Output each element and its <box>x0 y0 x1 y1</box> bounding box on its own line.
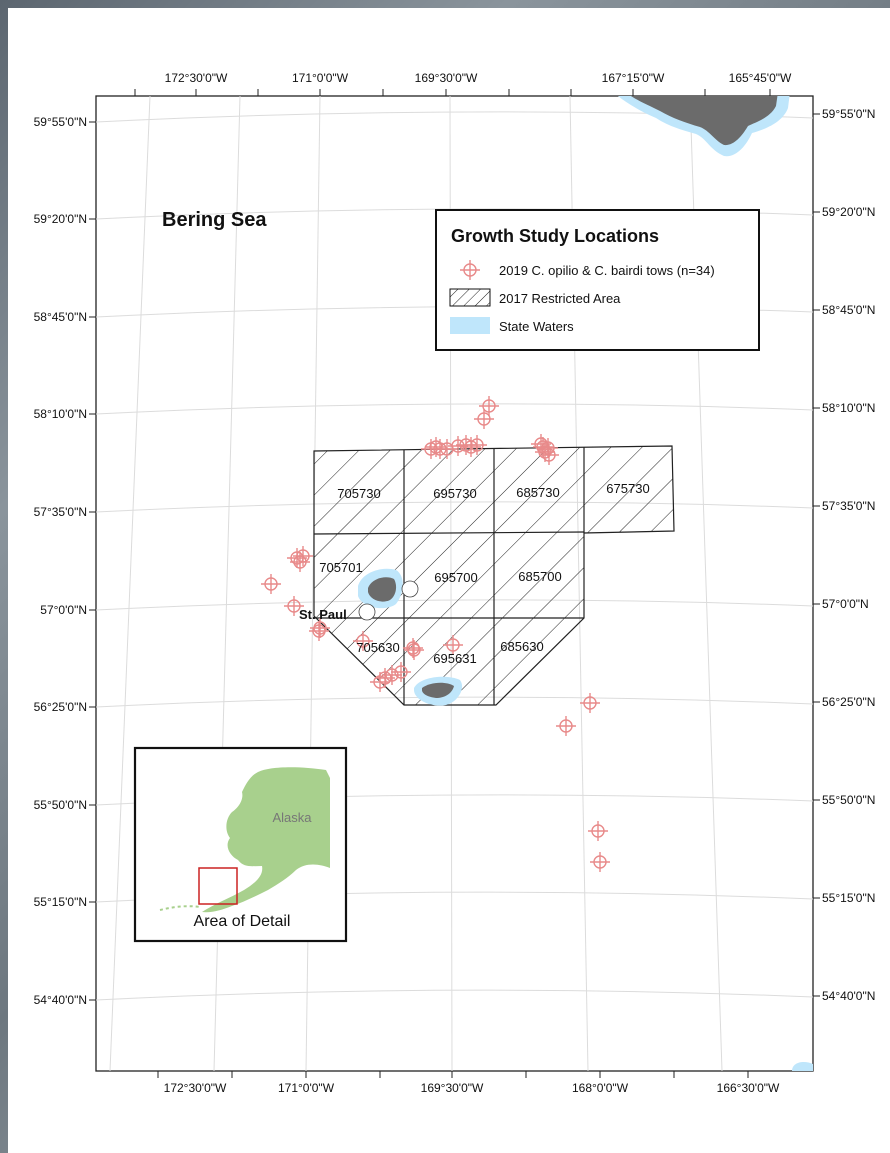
tow-marker <box>588 821 608 841</box>
axis-ticks <box>89 89 820 1078</box>
left-lat-label: 56°25'0"N <box>34 700 87 714</box>
cell-label: 695631 <box>433 651 476 666</box>
tow-marker <box>403 638 423 658</box>
cell-label: 685700 <box>518 569 561 584</box>
left-lat-label: 59°20'0"N <box>34 212 87 226</box>
tow-marker <box>370 672 390 692</box>
cell-label: 705730 <box>337 486 380 501</box>
left-lat-label: 54°40'0"N <box>34 993 87 1007</box>
legend-item-tows: 2019 C. opilio & C. bairdi tows (n=34) <box>499 263 715 278</box>
left-lat-label: 58°10'0"N <box>34 407 87 421</box>
tow-marker <box>556 716 576 736</box>
tow-marker <box>353 631 373 651</box>
tow-marker-icon <box>460 260 480 280</box>
tow-marker <box>443 635 463 655</box>
tow-marker <box>539 445 559 465</box>
state-waters-swatch-icon <box>450 317 490 334</box>
bottom-lon-label: 169°30'0"W <box>421 1081 484 1095</box>
bottom-lon-label: 166°30'0"W <box>717 1081 780 1095</box>
tow-marker <box>426 437 446 457</box>
right-lat-label: 54°40'0"N <box>822 989 875 1003</box>
left-lat-label: 57°35'0"N <box>34 505 87 519</box>
cell-label: 685730 <box>516 485 559 500</box>
top-lon-label: 172°30'0"W <box>165 71 228 85</box>
left-lat-label: 55°50'0"N <box>34 798 87 812</box>
bottom-lon-label: 171°0'0"W <box>278 1081 335 1095</box>
alaska-shape <box>202 767 330 913</box>
right-lat-label: 57°35'0"N <box>822 499 875 513</box>
legend-item-state-waters: State Waters <box>499 319 574 334</box>
st-paul-island <box>358 568 419 621</box>
right-lat-label: 58°10'0"N <box>822 401 875 415</box>
tow-marker <box>391 662 411 682</box>
top-lon-label: 167°15'0"W <box>602 71 665 85</box>
restricted-area <box>313 445 675 706</box>
tow-marker <box>382 665 402 685</box>
left-lat-label: 57°0'0"N <box>40 603 87 617</box>
legend: Growth Study Locations 2019 C. opilio & … <box>435 209 760 351</box>
right-lat-label: 59°55'0"N <box>822 107 875 121</box>
bottom-right-waters <box>792 1062 813 1071</box>
tow-marker <box>309 621 329 641</box>
top-lon-label: 165°45'0"W <box>729 71 792 85</box>
tow-marker <box>284 596 304 616</box>
inset-caption: Area of Detail <box>194 913 291 930</box>
tow-marker <box>590 852 610 872</box>
area-of-detail-box <box>198 867 238 905</box>
map-title: Bering Sea <box>162 209 267 231</box>
cell-label: 675730 <box>606 481 649 496</box>
right-lat-label: 55°15'0"N <box>822 891 875 905</box>
aleutian-chain <box>159 905 201 911</box>
cell-label: 695730 <box>433 486 476 501</box>
st-paul-label: St. Paul <box>299 607 347 622</box>
cell-label: 705630 <box>356 640 399 655</box>
tow-marker <box>261 574 281 594</box>
cell-label: 685630 <box>500 639 543 654</box>
legend-title: Growth Study Locations <box>451 226 659 246</box>
left-lat-label: 55°15'0"N <box>34 895 87 909</box>
tow-marker <box>479 396 499 416</box>
legend-item-restricted: 2017 Restricted Area <box>499 291 621 306</box>
hatch-swatch-icon <box>449 288 491 307</box>
top-lon-label: 169°30'0"W <box>415 71 478 85</box>
right-lat-label: 59°20'0"N <box>822 205 875 219</box>
tow-marker <box>580 693 600 713</box>
tow-markers <box>261 396 610 872</box>
right-lat-label: 57°0'0"N <box>822 597 869 611</box>
left-lat-label: 58°45'0"N <box>34 310 87 324</box>
inset-map: Alaska Area of Detail <box>133 746 348 943</box>
cell-label: 695700 <box>434 570 477 585</box>
cell-label: 705701 <box>319 560 362 575</box>
tow-marker <box>461 437 481 457</box>
left-lat-label: 59°55'0"N <box>34 115 87 129</box>
bottom-lon-label: 172°30'0"W <box>164 1081 227 1095</box>
bottom-lon-label: 168°0'0"W <box>572 1081 629 1095</box>
inset-alaska-label: Alaska <box>272 810 312 825</box>
tow-marker <box>290 552 310 572</box>
right-lat-label: 58°45'0"N <box>822 303 875 317</box>
right-lat-label: 55°50'0"N <box>822 793 875 807</box>
tow-marker <box>474 409 494 429</box>
st-george-island <box>414 676 463 706</box>
top-lon-label: 171°0'0"W <box>292 71 349 85</box>
alaska-mainland <box>618 96 790 157</box>
right-lat-label: 56°25'0"N <box>822 695 875 709</box>
